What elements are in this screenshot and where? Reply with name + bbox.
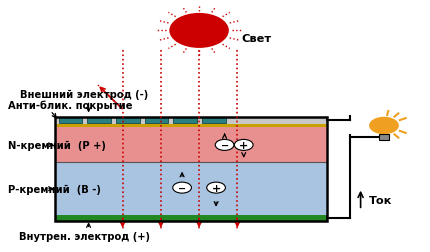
Text: +: + [239, 140, 249, 150]
Bar [173, 118, 197, 123]
Bar [202, 118, 226, 123]
Bar [87, 118, 111, 123]
Text: Р-кремний  (В -): Р-кремний (В -) [8, 184, 101, 194]
Bar [55, 117, 327, 124]
Text: Анти-блик. покрытие: Анти-блик. покрытие [8, 101, 132, 111]
Circle shape [369, 117, 399, 135]
Circle shape [207, 182, 225, 193]
Bar [59, 118, 83, 123]
Bar [55, 163, 327, 215]
Bar [55, 215, 327, 221]
Circle shape [169, 14, 229, 49]
Bar [55, 124, 327, 128]
Text: Внутрен. электрод (+): Внутрен. электрод (+) [19, 231, 150, 241]
Circle shape [234, 140, 253, 151]
Circle shape [215, 140, 234, 151]
Text: −: − [221, 140, 229, 150]
Text: +: + [212, 183, 221, 193]
Text: Свет: Свет [242, 34, 272, 44]
Bar [145, 118, 169, 123]
Text: Ток: Ток [369, 196, 393, 205]
Bar [55, 117, 327, 221]
Text: −: − [178, 183, 186, 193]
Bar [116, 118, 140, 123]
Text: N-кремний  (Р +): N-кремний (Р +) [8, 140, 106, 150]
Circle shape [173, 182, 191, 193]
Bar [55, 128, 327, 163]
Bar [379, 135, 389, 140]
Text: Внешний электрод (-): Внешний электрод (-) [20, 90, 148, 100]
